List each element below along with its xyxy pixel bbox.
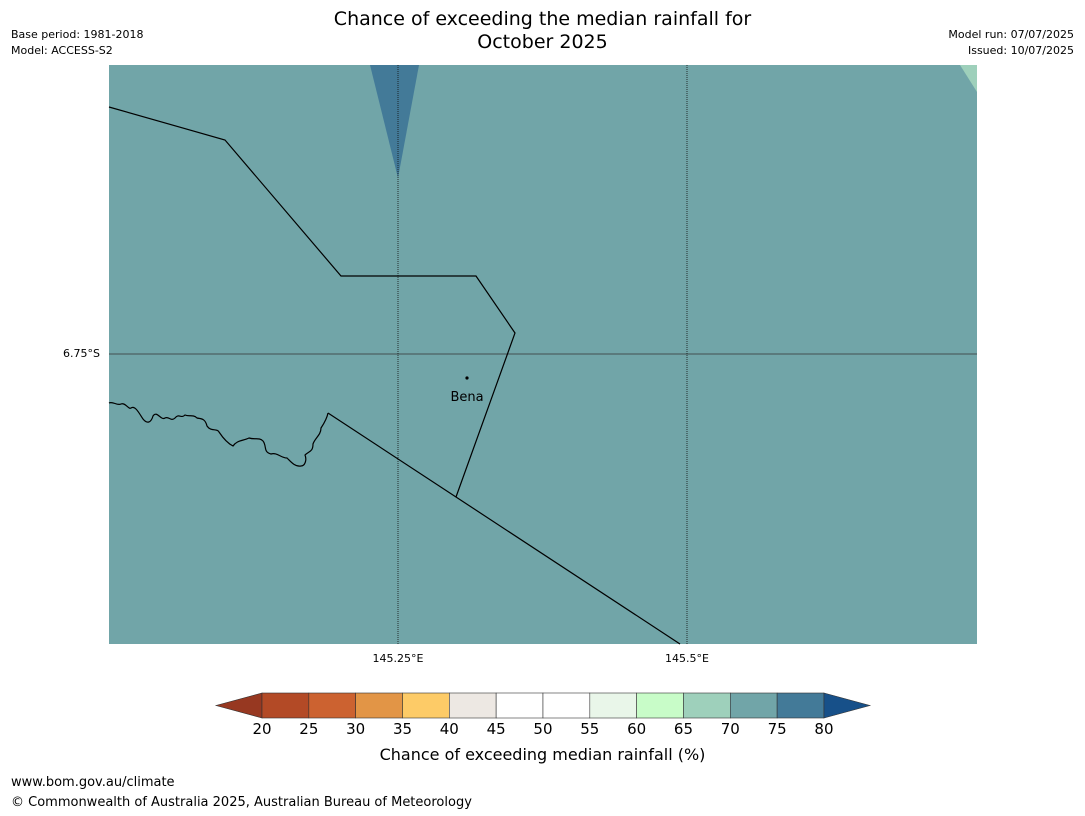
colorbar-bin: [449, 692, 497, 719]
edge-region: [960, 65, 977, 92]
longitude-label-2: 145.5°E: [665, 652, 709, 665]
province-boundary-north: [108, 106, 516, 498]
colorbar-label: Chance of exceeding median rainfall (%): [379, 745, 706, 764]
colorbar-bin: [261, 692, 310, 719]
colorbar-extend-low: [214, 692, 263, 719]
colorbar: [214, 692, 872, 719]
colorbar-tick-label: 40: [439, 720, 459, 738]
colorbar-tick-label: 30: [346, 720, 366, 738]
place-label: Bena: [450, 390, 483, 405]
colorbar-bin: [589, 692, 637, 719]
title-line-1: Chance of exceeding the median rainfall …: [333, 8, 752, 30]
colorbar-tick-label: 80: [814, 720, 834, 738]
colorbar-tick-label: 60: [627, 720, 647, 738]
latitude-label: 6.75°S: [63, 347, 100, 360]
province-boundary-south: [327, 412, 681, 645]
colorbar-tick-label: 25: [299, 720, 319, 738]
colorbar-tick-label: 50: [533, 720, 553, 738]
colorbar-tick-label: 20: [252, 720, 272, 738]
meta-right: Model run: 07/07/2025 Issued: 10/07/2025: [948, 27, 1074, 59]
colorbar-bin: [683, 692, 731, 719]
issued-date: Issued: 10/07/2025: [967, 44, 1074, 57]
colorbar-tick-label: 70: [720, 720, 740, 738]
footer-copyright: © Commonwealth of Australia 2025, Austra…: [11, 795, 472, 810]
colorbar-bin: [308, 692, 356, 719]
colorbar-bin: [355, 692, 403, 719]
colorbar-bin: [636, 692, 684, 719]
colorbar-tick-label: 35: [392, 720, 413, 738]
river-boundary: [108, 401, 329, 467]
model-name: Model: ACCESS-S2: [11, 44, 113, 57]
meta-left: Base period: 1981-2018 Model: ACCESS-S2: [11, 27, 143, 59]
colorbar-bin: [776, 692, 825, 719]
map-panel: Bena: [108, 65, 977, 645]
footer-url: www.bom.gov.au/climate: [11, 775, 175, 790]
base-period: Base period: 1981-2018: [11, 28, 144, 41]
colorbar-bin: [729, 692, 778, 719]
colorbar-tick-label: 45: [486, 720, 506, 738]
map-background: [109, 65, 977, 644]
colorbar-tick-label: 65: [673, 720, 694, 738]
place-marker: [465, 376, 469, 380]
model-run: Model run: 07/07/2025: [948, 28, 1074, 41]
colorbar-bin: [495, 692, 544, 719]
colorbar-tick-label: 55: [580, 720, 600, 738]
colorbar-tick-label: 75: [767, 720, 787, 738]
map-title: Chance of exceeding the median rainfall …: [0, 8, 1085, 54]
colorbar-bin: [402, 692, 450, 719]
title-line-2: October 2025: [477, 31, 608, 53]
longitude-label-1: 145.25°E: [372, 652, 424, 665]
colorbar-extend-high: [823, 692, 872, 719]
colorbar-bin: [542, 692, 591, 719]
high-chance-region: [370, 65, 419, 178]
